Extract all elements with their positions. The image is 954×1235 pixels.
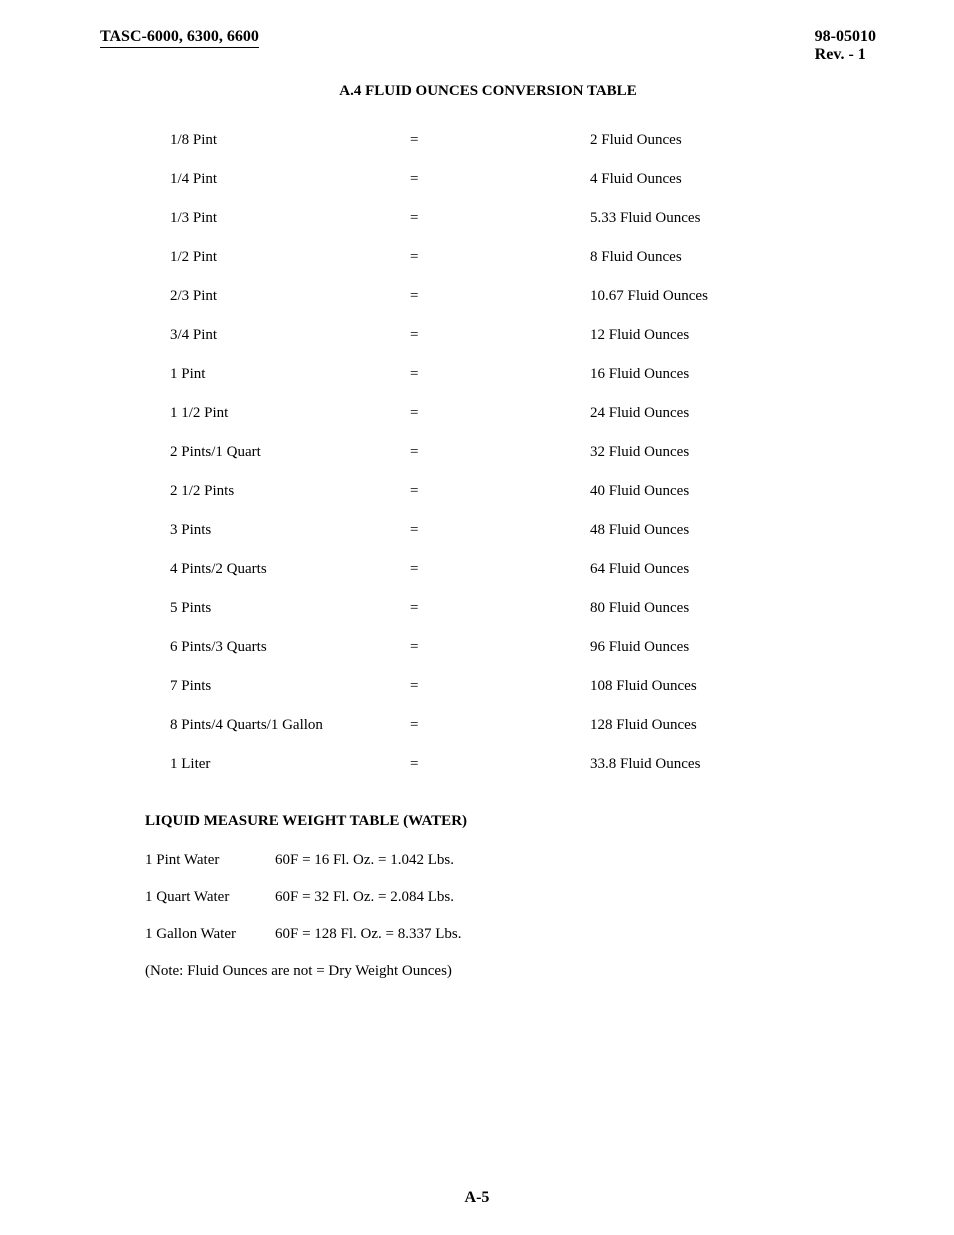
conv-value: 2 Fluid Ounces bbox=[590, 132, 836, 149]
conv-measure: 7 Pints bbox=[170, 678, 410, 695]
conv-equals: = bbox=[410, 678, 590, 695]
conv-value: 64 Fluid Ounces bbox=[590, 561, 836, 578]
table-row: 6 Pints/3 Quarts=96 Fluid Ounces bbox=[170, 639, 836, 656]
conv-measure: 3 Pints bbox=[170, 522, 410, 539]
weight-value: 60F = 32 Fl. Oz. = 2.084 Lbs. bbox=[275, 889, 876, 906]
page-number: A-5 bbox=[0, 1189, 954, 1207]
conv-value: 24 Fluid Ounces bbox=[590, 405, 836, 422]
table-row: 3 Pints=48 Fluid Ounces bbox=[170, 522, 836, 539]
table-row: 1/3 Pint=5.33 Fluid Ounces bbox=[170, 210, 836, 227]
conv-equals: = bbox=[410, 600, 590, 617]
table-row: 2/3 Pint=10.67 Fluid Ounces bbox=[170, 288, 836, 305]
conv-equals: = bbox=[410, 171, 590, 188]
table-row: 1/4 Pint=4 Fluid Ounces bbox=[170, 171, 836, 188]
conv-equals: = bbox=[410, 444, 590, 461]
conv-value: 8 Fluid Ounces bbox=[590, 249, 836, 266]
conversion-table: 1/8 Pint=2 Fluid Ounces1/4 Pint=4 Fluid … bbox=[170, 132, 836, 773]
weight-value: 60F = 128 Fl. Oz. = 8.337 Lbs. bbox=[275, 926, 876, 943]
conv-measure: 2 1/2 Pints bbox=[170, 483, 410, 500]
weight-heading: LIQUID MEASURE WEIGHT TABLE (WATER) bbox=[145, 813, 876, 830]
conv-equals: = bbox=[410, 561, 590, 578]
conv-measure: 2/3 Pint bbox=[170, 288, 410, 305]
conv-measure: 1/2 Pint bbox=[170, 249, 410, 266]
table-row: 1 Pint Water60F = 16 Fl. Oz. = 1.042 Lbs… bbox=[145, 852, 876, 869]
conv-measure: 1 1/2 Pint bbox=[170, 405, 410, 422]
weight-table: 1 Pint Water60F = 16 Fl. Oz. = 1.042 Lbs… bbox=[145, 852, 876, 943]
table-row: 1/8 Pint=2 Fluid Ounces bbox=[170, 132, 836, 149]
conv-measure: 6 Pints/3 Quarts bbox=[170, 639, 410, 656]
conv-measure: 1 Liter bbox=[170, 756, 410, 773]
table-row: 8 Pints/4 Quarts/1 Gallon=128 Fluid Ounc… bbox=[170, 717, 836, 734]
conv-equals: = bbox=[410, 522, 590, 539]
conv-value: 32 Fluid Ounces bbox=[590, 444, 836, 461]
conv-equals: = bbox=[410, 717, 590, 734]
header-docnum: 98-05010 Rev. - 1 bbox=[815, 28, 876, 65]
conv-measure: 1/3 Pint bbox=[170, 210, 410, 227]
conv-measure: 3/4 Pint bbox=[170, 327, 410, 344]
document-header: TASC-6000, 6300, 6600 98-05010 Rev. - 1 bbox=[100, 28, 876, 65]
conv-value: 5.33 Fluid Ounces bbox=[590, 210, 836, 227]
conv-value: 40 Fluid Ounces bbox=[590, 483, 836, 500]
conv-value: 108 Fluid Ounces bbox=[590, 678, 836, 695]
weight-measure: 1 Gallon Water bbox=[145, 926, 275, 943]
table-row: 3/4 Pint=12 Fluid Ounces bbox=[170, 327, 836, 344]
weight-measure: 1 Pint Water bbox=[145, 852, 275, 869]
conv-measure: 1 Pint bbox=[170, 366, 410, 383]
table-row: 4 Pints/2 Quarts=64 Fluid Ounces bbox=[170, 561, 836, 578]
conv-equals: = bbox=[410, 366, 590, 383]
conv-value: 96 Fluid Ounces bbox=[590, 639, 836, 656]
conv-value: 16 Fluid Ounces bbox=[590, 366, 836, 383]
conv-equals: = bbox=[410, 288, 590, 305]
table-row: 7 Pints=108 Fluid Ounces bbox=[170, 678, 836, 695]
conv-equals: = bbox=[410, 249, 590, 266]
conv-equals: = bbox=[410, 327, 590, 344]
conv-measure: 5 Pints bbox=[170, 600, 410, 617]
conv-value: 48 Fluid Ounces bbox=[590, 522, 836, 539]
table-row: 2 1/2 Pints=40 Fluid Ounces bbox=[170, 483, 836, 500]
table-row: 1 1/2 Pint=24 Fluid Ounces bbox=[170, 405, 836, 422]
weight-measure: 1 Quart Water bbox=[145, 889, 275, 906]
conv-value: 33.8 Fluid Ounces bbox=[590, 756, 836, 773]
conv-measure: 4 Pints/2 Quarts bbox=[170, 561, 410, 578]
conv-measure: 2 Pints/1 Quart bbox=[170, 444, 410, 461]
table-row: 5 Pints=80 Fluid Ounces bbox=[170, 600, 836, 617]
conv-equals: = bbox=[410, 639, 590, 656]
conv-value: 80 Fluid Ounces bbox=[590, 600, 836, 617]
table-row: 2 Pints/1 Quart=32 Fluid Ounces bbox=[170, 444, 836, 461]
conv-equals: = bbox=[410, 210, 590, 227]
conv-measure: 1/4 Pint bbox=[170, 171, 410, 188]
table-row: 1 Pint=16 Fluid Ounces bbox=[170, 366, 836, 383]
header-doc-id: 98-05010 bbox=[815, 28, 876, 46]
conv-measure: 8 Pints/4 Quarts/1 Gallon bbox=[170, 717, 410, 734]
header-rev: Rev. - 1 bbox=[815, 46, 876, 64]
conv-equals: = bbox=[410, 756, 590, 773]
weight-value: 60F = 16 Fl. Oz. = 1.042 Lbs. bbox=[275, 852, 876, 869]
table-row: 1/2 Pint=8 Fluid Ounces bbox=[170, 249, 836, 266]
table-row: 1 Gallon Water60F = 128 Fl. Oz. = 8.337 … bbox=[145, 926, 876, 943]
conv-equals: = bbox=[410, 483, 590, 500]
conv-value: 128 Fluid Ounces bbox=[590, 717, 836, 734]
conv-value: 10.67 Fluid Ounces bbox=[590, 288, 836, 305]
conv-value: 4 Fluid Ounces bbox=[590, 171, 836, 188]
table-row: 1 Quart Water60F = 32 Fl. Oz. = 2.084 Lb… bbox=[145, 889, 876, 906]
weight-note: (Note: Fluid Ounces are not = Dry Weight… bbox=[145, 963, 876, 980]
conv-value: 12 Fluid Ounces bbox=[590, 327, 836, 344]
header-model: TASC-6000, 6300, 6600 bbox=[100, 28, 259, 48]
conv-equals: = bbox=[410, 132, 590, 149]
conv-equals: = bbox=[410, 405, 590, 422]
section-title: A.4 FLUID OUNCES CONVERSION TABLE bbox=[100, 83, 876, 100]
conv-measure: 1/8 Pint bbox=[170, 132, 410, 149]
table-row: 1 Liter=33.8 Fluid Ounces bbox=[170, 756, 836, 773]
